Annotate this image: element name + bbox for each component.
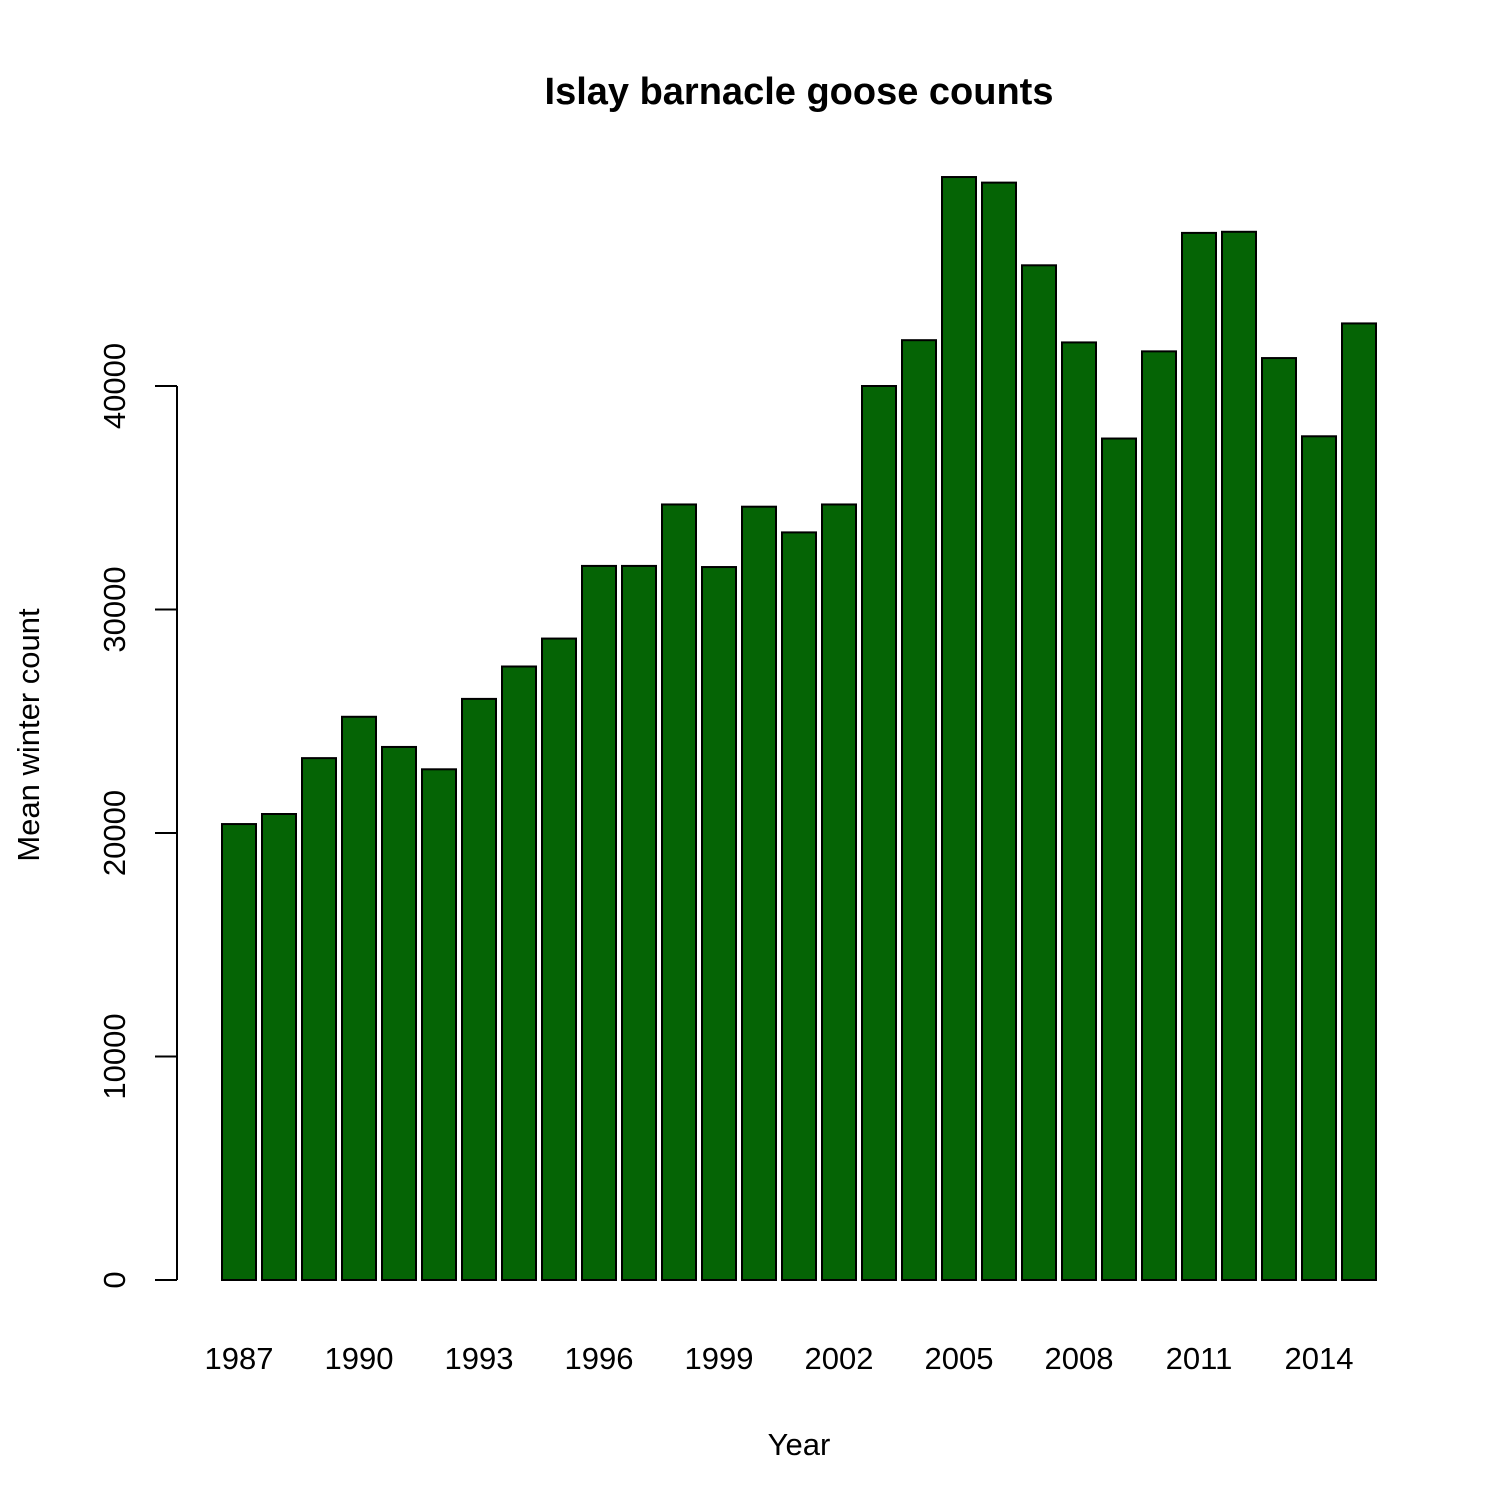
y-tick-label: 10000: [97, 1013, 132, 1099]
y-axis-label: Mean winter count: [11, 608, 46, 862]
bar-1992: [421, 768, 457, 1281]
bar-2013: [1261, 357, 1297, 1281]
x-tick-label: 1996: [565, 1341, 634, 1376]
x-tick-label: 1999: [685, 1341, 754, 1376]
bar-1988: [261, 813, 297, 1281]
bar-2006: [981, 181, 1017, 1282]
x-tick-label: 2008: [1045, 1341, 1114, 1376]
bar-2010: [1141, 350, 1177, 1282]
bar-2007: [1021, 264, 1057, 1281]
x-axis: 1987 1990 1993 1996 1999 2002 2005 2008 2011 2014: [205, 1341, 1354, 1376]
bar-2003: [861, 385, 897, 1281]
bar-1990: [341, 715, 377, 1281]
x-tick-label: 2002: [805, 1341, 874, 1376]
bar-2004: [901, 339, 937, 1281]
bar-2014: [1301, 435, 1337, 1282]
bar-2009: [1101, 437, 1137, 1281]
x-tick-label: 1990: [325, 1341, 394, 1376]
bar-2002: [821, 503, 857, 1281]
x-tick-label: 2014: [1285, 1341, 1354, 1376]
y-tick-label: 0: [97, 1271, 132, 1288]
bar-2011: [1181, 231, 1217, 1282]
y-tick-label: 30000: [97, 566, 132, 652]
bar-2001: [781, 531, 817, 1281]
chart-title: Islay barnacle goose counts: [545, 71, 1054, 113]
y-axis: 0 10000 20000 30000 40000: [97, 343, 178, 1289]
x-tick-label: 2005: [925, 1341, 994, 1376]
bar-2008: [1061, 341, 1097, 1282]
bar-2000: [741, 505, 777, 1281]
bar-1993: [461, 697, 497, 1281]
x-tick-label: 1987: [205, 1341, 274, 1376]
x-axis-label: Year: [768, 1427, 831, 1462]
bar-1989: [301, 757, 337, 1281]
bar-1995: [541, 637, 577, 1281]
bar-1991: [381, 745, 417, 1281]
bar-1987: [221, 823, 257, 1281]
bar-1999: [701, 566, 737, 1281]
x-tick-label: 2011: [1166, 1341, 1233, 1376]
bar-1996: [581, 564, 617, 1281]
x-tick-label: 1993: [445, 1341, 514, 1376]
bar-2005: [941, 176, 977, 1282]
bar-1997: [621, 564, 657, 1281]
bar-2015: [1341, 322, 1377, 1282]
bars-group: [221, 176, 1377, 1282]
bar-1998: [661, 503, 697, 1281]
bar-1994: [501, 665, 537, 1281]
bar-2012: [1221, 230, 1257, 1281]
y-tick-label: 20000: [97, 790, 132, 876]
y-tick-label: 40000: [97, 343, 132, 429]
